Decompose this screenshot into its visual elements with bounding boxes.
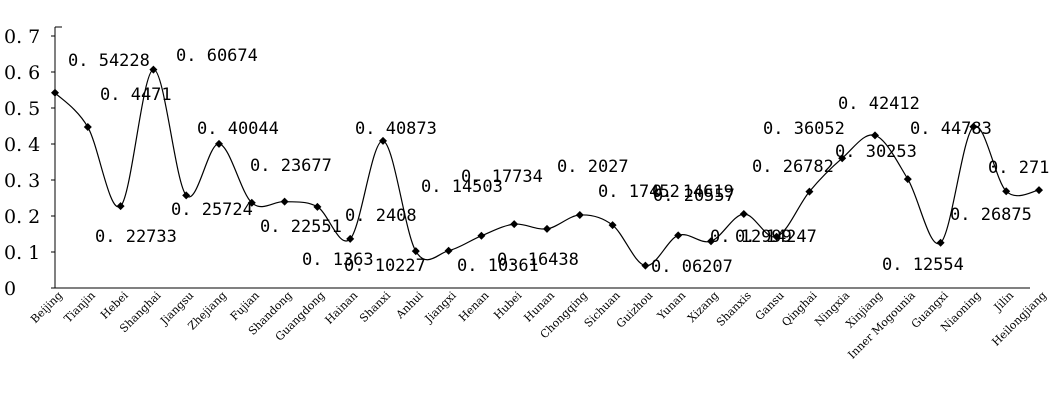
data-point-marker — [936, 238, 945, 247]
data-point-marker — [608, 221, 617, 230]
y-tick-label: 0. 6 — [4, 62, 40, 84]
data-label: 0. 54228 — [68, 51, 150, 71]
data-point-marker — [247, 198, 256, 207]
data-label: 0. 16438 — [497, 250, 579, 270]
data-point-marker — [510, 220, 519, 229]
data-point-marker — [215, 139, 223, 148]
data-label: 0. 25724 — [171, 200, 253, 220]
data-point-marker — [379, 136, 387, 145]
data-label: 0. 1363 — [302, 250, 374, 270]
data-label: 0. 2718 — [988, 158, 1050, 178]
data-label: 0. 12554 — [882, 255, 964, 275]
data-point-marker — [674, 231, 683, 240]
data-label: 0. 06207 — [651, 257, 733, 277]
series-line — [54, 68, 1040, 267]
x-tick-label: Jiangxi — [422, 289, 459, 326]
x-tick-label: Guizhou — [614, 289, 656, 331]
data-label: 0. 42412 — [838, 94, 920, 114]
data-label: 0. 30253 — [835, 142, 917, 162]
data-point-marker — [772, 232, 781, 241]
y-tick-label: 0. 7 — [4, 26, 40, 48]
x-tick-label: Shanxi — [357, 289, 393, 325]
data-point-marker — [477, 231, 486, 240]
data-label: 0. 14619 — [652, 182, 734, 202]
data-label: 0. 44783 — [910, 119, 992, 139]
y-tick-label: 0 — [4, 278, 16, 300]
data-label: 0. 40873 — [355, 119, 437, 139]
y-tick-label: 0. 4 — [4, 134, 40, 156]
data-point-marker — [575, 211, 584, 220]
x-tick-label: Jilin — [991, 289, 1017, 315]
data-point-marker — [149, 65, 158, 74]
data-label: 0. 40044 — [197, 119, 279, 139]
data-point-marker — [51, 88, 59, 97]
data-label: 0. 23677 — [250, 156, 332, 176]
data-label: 0. 14503 — [421, 177, 503, 197]
data-label: 0. 12999 — [710, 227, 792, 247]
x-tick-label: Beijing — [28, 289, 65, 326]
x-tick-label: Qinghai — [779, 289, 820, 330]
data-label: 0. 26875 — [950, 205, 1032, 225]
y-tick-label: 0. 1 — [4, 242, 40, 264]
data-point-marker — [969, 122, 978, 131]
data-label: 0. 10227 — [344, 256, 426, 276]
data-label: 0. 26782 — [752, 157, 834, 177]
data-point-marker — [280, 197, 289, 206]
data-point-marker — [83, 123, 92, 132]
data-point-marker — [116, 202, 125, 211]
data-point-marker — [903, 175, 912, 184]
data-label: 0. 17734 — [461, 167, 543, 187]
data-label: 0. 22551 — [260, 217, 342, 237]
data-label: 0. 17452 — [598, 182, 680, 202]
data-point-marker — [739, 209, 748, 218]
data-point-marker — [805, 187, 814, 196]
data-point-marker — [411, 247, 420, 256]
data-point-marker — [1002, 187, 1011, 196]
data-point-marker — [1035, 186, 1043, 195]
x-tick-label: Tianjin — [61, 289, 97, 325]
data-label: 0. 22733 — [95, 227, 177, 247]
x-tick-label: Shanxis — [714, 289, 754, 329]
data-point-marker — [444, 246, 453, 255]
x-tick-label: Anhui — [393, 289, 426, 322]
data-point-marker — [838, 154, 847, 163]
y-tick-label: 0. 3 — [4, 170, 40, 192]
y-tick-label: 0. 2 — [4, 206, 40, 228]
data-point-marker — [313, 202, 322, 211]
data-point-marker — [641, 261, 650, 270]
x-tick-label: Hubei — [491, 289, 524, 322]
data-label: 0. 36052 — [763, 119, 845, 139]
data-label: 0. 10361 — [457, 256, 539, 276]
y-tick-label: 0. 5 — [4, 98, 40, 120]
data-point-marker — [707, 237, 715, 246]
data-point-marker — [543, 224, 551, 233]
data-label: 0. 2027 — [557, 157, 629, 177]
data-point-marker — [871, 131, 879, 140]
x-tick-label: Yunan — [654, 289, 688, 323]
x-tick-label: Henan — [456, 289, 491, 324]
data-label: 0. 4471 — [100, 85, 172, 105]
x-tick-label: Hainan — [323, 289, 361, 327]
data-point-marker — [346, 234, 355, 243]
data-label: 0. 2408 — [345, 206, 417, 226]
data-label: 0. 20557 — [653, 186, 735, 206]
data-label: 0. 60674 — [176, 46, 258, 66]
data-point-marker — [182, 191, 191, 200]
data-label: 0. 14247 — [735, 227, 817, 247]
